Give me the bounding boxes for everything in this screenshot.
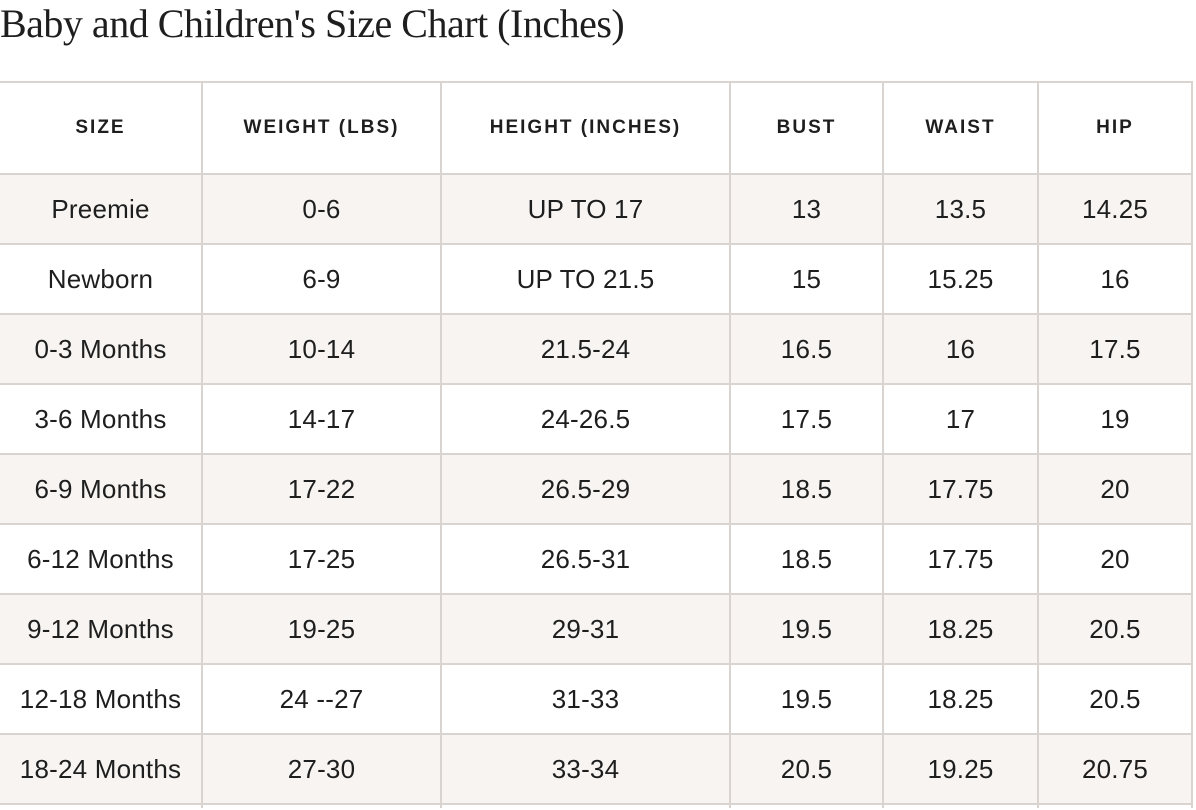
table-cell: 19.5: [730, 593, 884, 664]
table-row: 6-12 Months 17-25 26.5-31 18.5 17.75 20: [0, 523, 1193, 594]
table-header-row: SIZE WEIGHT (LBS) HEIGHT (INCHES) BUST W…: [0, 81, 1193, 174]
table-row-partial: [0, 803, 1193, 808]
page-title: Baby and Children's Size Chart (Inches): [0, 1, 625, 46]
table-cell: 15.25: [883, 243, 1039, 314]
table-cell: 6-9: [202, 243, 442, 314]
table-cell: 17-22: [202, 453, 442, 524]
table-cell: UP TO 21.5: [441, 243, 731, 314]
column-header-bust: BUST: [730, 81, 884, 174]
table-cell: 17.5: [1038, 313, 1193, 384]
table-cell: UP TO 17: [441, 173, 731, 244]
table-cell: 19.5: [730, 663, 884, 734]
table-cell: 6-12 Months: [0, 523, 203, 594]
table-body: Preemie 0-6 UP TO 17 13 13.5 14.25 Newborn 6-9 U…: [0, 173, 1193, 808]
table-cell: Preemie: [0, 173, 203, 244]
table-cell: 20: [1038, 523, 1193, 594]
table-cell: 19.25: [883, 733, 1039, 804]
table-cell: 17-25: [202, 523, 442, 594]
table-cell: 12-18 Months: [0, 663, 203, 734]
table-cell: [0, 803, 203, 808]
size-chart-table: SIZE WEIGHT (LBS) HEIGHT (INCHES) BUST W…: [0, 81, 1193, 808]
table-row: Preemie 0-6 UP TO 17 13 13.5 14.25: [0, 173, 1193, 244]
table-cell: 15: [730, 243, 884, 314]
table-cell: 33-34: [441, 733, 731, 804]
table-cell: 18.5: [730, 523, 884, 594]
table-cell: 17: [883, 383, 1039, 454]
table-cell: 20.5: [730, 733, 884, 804]
table-cell: 19-25: [202, 593, 442, 664]
table-cell: 29-31: [441, 593, 731, 664]
table-cell: 26.5-31: [441, 523, 731, 594]
table-cell: 17.75: [883, 523, 1039, 594]
table-cell: 6-9 Months: [0, 453, 203, 524]
table-cell: [730, 803, 884, 808]
table-cell: 16: [883, 313, 1039, 384]
table-row: 18-24 Months 27-30 33-34 20.5 19.25 20.75: [0, 733, 1193, 804]
table-cell: [883, 803, 1039, 808]
table-row: Newborn 6-9 UP TO 21.5 15 15.25 16: [0, 243, 1193, 314]
table-cell: 31-33: [441, 663, 731, 734]
table-cell: [202, 803, 442, 808]
table-row: 3-6 Months 14-17 24-26.5 17.5 17 19: [0, 383, 1193, 454]
table-cell: 13.5: [883, 173, 1039, 244]
table-row: 9-12 Months 19-25 29-31 19.5 18.25 20.5: [0, 593, 1193, 664]
table-cell: 26.5-29: [441, 453, 731, 524]
table-cell: 3-6 Months: [0, 383, 203, 454]
column-header-waist: WAIST: [883, 81, 1039, 174]
table-cell: 24-26.5: [441, 383, 731, 454]
table-cell: 0-3 Months: [0, 313, 203, 384]
column-header-hip: HIP: [1038, 81, 1193, 174]
table-cell: 16: [1038, 243, 1193, 314]
table-cell: [441, 803, 731, 808]
table-cell: 21.5-24: [441, 313, 731, 384]
table-row: 6-9 Months 17-22 26.5-29 18.5 17.75 20: [0, 453, 1193, 524]
table-cell: Newborn: [0, 243, 203, 314]
table-cell: 10-14: [202, 313, 442, 384]
column-header-height: HEIGHT (INCHES): [441, 81, 731, 174]
table-cell: 16.5: [730, 313, 884, 384]
table-cell: 18.25: [883, 593, 1039, 664]
table-cell: 14-17: [202, 383, 442, 454]
table-cell: [1038, 803, 1193, 808]
table-cell: 19: [1038, 383, 1193, 454]
table-cell: 20.5: [1038, 663, 1193, 734]
table-cell: 17.75: [883, 453, 1039, 524]
table-cell: 18.5: [730, 453, 884, 524]
table-cell: 18-24 Months: [0, 733, 203, 804]
table-cell: 27-30: [202, 733, 442, 804]
table-cell: 13: [730, 173, 884, 244]
table-cell: 24 --27: [202, 663, 442, 734]
table-cell: 18.25: [883, 663, 1039, 734]
table-cell: 20.5: [1038, 593, 1193, 664]
table-row: 12-18 Months 24 --27 31-33 19.5 18.25 20.5: [0, 663, 1193, 734]
column-header-weight: WEIGHT (LBS): [202, 81, 442, 174]
table-cell: 0-6: [202, 173, 442, 244]
table-cell: 17.5: [730, 383, 884, 454]
table-cell: 20.75: [1038, 733, 1193, 804]
table-cell: 14.25: [1038, 173, 1193, 244]
table-cell: 9-12 Months: [0, 593, 203, 664]
table-row: 0-3 Months 10-14 21.5-24 16.5 16 17.5: [0, 313, 1193, 384]
table-cell: 20: [1038, 453, 1193, 524]
column-header-size: SIZE: [0, 81, 203, 174]
